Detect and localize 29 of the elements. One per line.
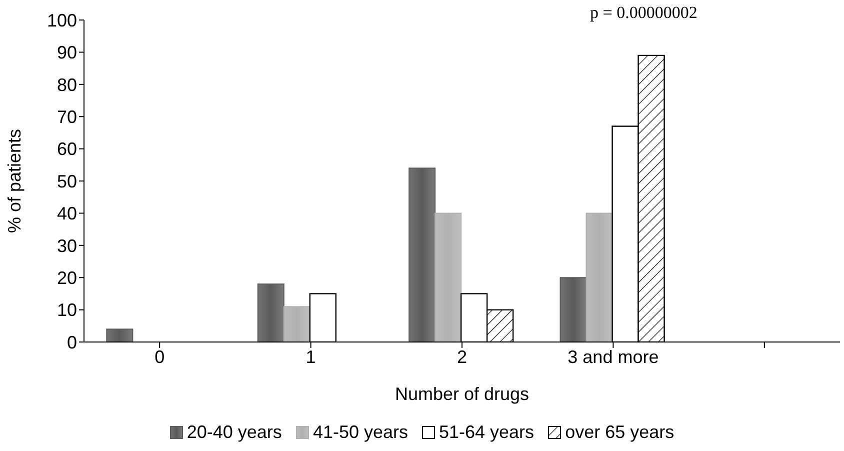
y-tick-label: 20 [56,268,77,288]
bar [586,212,613,342]
y-tick-label: 90 [56,42,77,63]
x-tick-label: 2 [456,346,468,367]
y-tick-label: 60 [56,139,77,160]
bar [257,284,284,342]
legend-label: over 65 years [565,422,674,443]
y-tick-label: 30 [56,236,77,256]
x-tick-label: 3 and more [568,346,659,367]
annotation: p = 0.00000002 [590,3,698,23]
bar [106,328,134,342]
y-tick-label: 80 [56,74,77,95]
bar [434,212,462,342]
x-tick-label: 0 [154,346,165,367]
y-tick-label: 40 [56,204,77,224]
legend-label: 51-64 years [439,422,534,443]
legend-label: 41-50 years [312,422,408,443]
y-axis-title: % of patients [4,128,24,234]
legend-label: 20-40 years [186,422,282,443]
y-tick-label: 100 [46,10,77,30]
x-tick-label: 1 [306,346,316,367]
x-axis-title: Number of drugs [394,384,530,404]
bar [408,168,436,342]
bar [283,306,310,342]
y-tick-label: 50 [56,171,77,192]
bar [560,277,587,342]
y-tick-label: 0 [66,332,77,352]
y-tick-label: 10 [56,300,77,320]
y-tick-label: 70 [56,106,77,127]
